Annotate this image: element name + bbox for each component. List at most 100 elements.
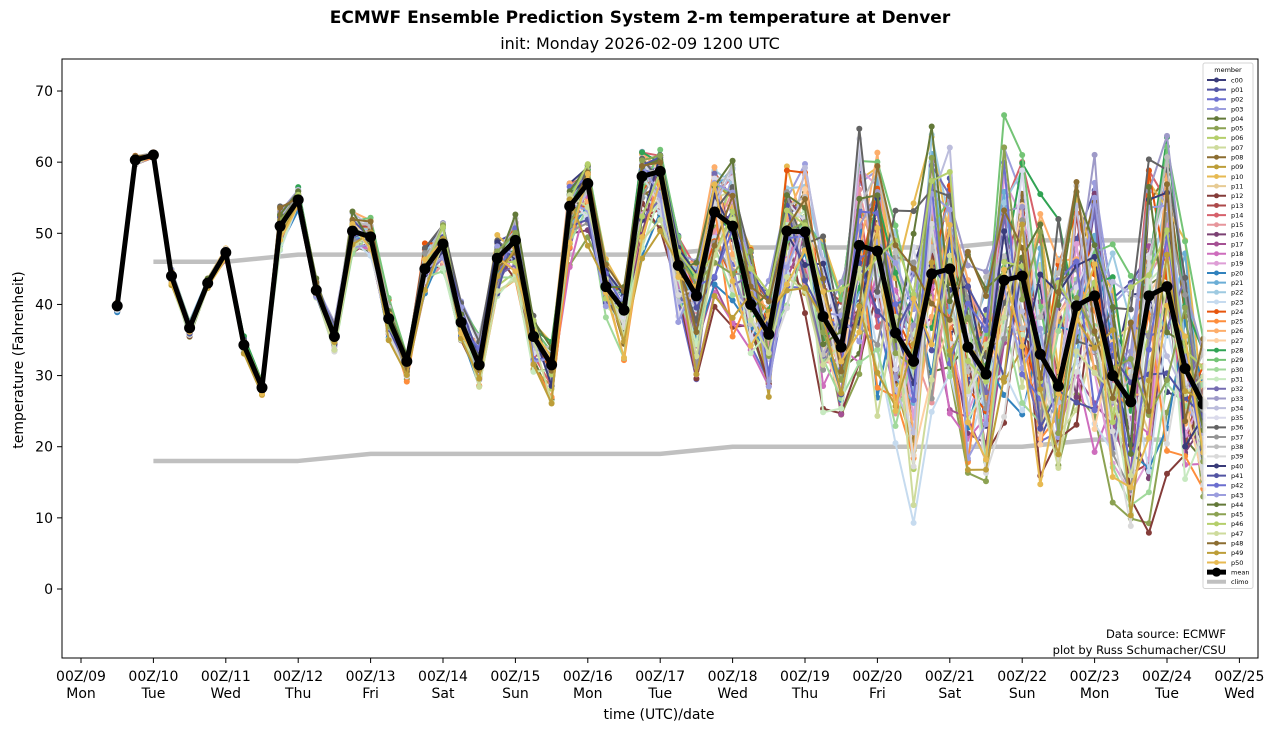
member-point [1055, 216, 1062, 223]
member-point [1073, 369, 1080, 376]
member-point [892, 422, 899, 429]
legend-label: p49 [1231, 549, 1243, 557]
legend-marker [1214, 202, 1219, 208]
member-point [946, 206, 953, 213]
legend-label: p30 [1231, 366, 1243, 374]
legend-label: p42 [1231, 482, 1243, 490]
member-point [910, 519, 917, 526]
legend-marker [1214, 183, 1219, 189]
mean-point [998, 274, 1010, 286]
y-tick-label: 70 [35, 84, 53, 100]
member-point [1145, 272, 1152, 279]
member-point [711, 181, 718, 188]
member-point [892, 207, 899, 214]
member-point [1109, 250, 1116, 257]
chart-title: ECMWF Ensemble Prediction System 2-m tem… [329, 8, 951, 28]
legend-entry-p11: p11 [1207, 182, 1243, 190]
legend-label: p12 [1231, 192, 1243, 200]
legend-label: p27 [1231, 337, 1243, 345]
member-point [928, 300, 935, 307]
legend-marker [1214, 482, 1219, 488]
legend-marker [1214, 540, 1219, 546]
legend: memberc00p01p02p03p04p05p06p07p08p09p10p… [1202, 62, 1254, 589]
legend-entry-p26: p26 [1207, 327, 1243, 335]
member-point [765, 298, 772, 305]
member-point [783, 167, 790, 174]
member-point [1055, 465, 1062, 472]
member-point [711, 281, 718, 288]
member-point [964, 388, 971, 395]
legend-entry-p01: p01 [1207, 86, 1243, 94]
member-point [820, 275, 827, 282]
member-point [964, 357, 971, 364]
member-point [639, 149, 646, 156]
member-point [1145, 408, 1152, 415]
member-point [783, 163, 790, 170]
member-point [349, 221, 356, 228]
member-point [1001, 314, 1008, 321]
member-point [856, 125, 863, 132]
member-point [874, 412, 881, 419]
member-point [1164, 181, 1170, 188]
mean-point [600, 281, 612, 293]
member-point [1019, 400, 1026, 407]
legend-label: p19 [1231, 260, 1243, 268]
member-point [349, 216, 356, 223]
legend-label: p35 [1231, 414, 1243, 422]
member-point [783, 287, 790, 294]
member-point [1109, 419, 1116, 426]
member-point [1001, 228, 1008, 235]
mean-point [1125, 396, 1137, 408]
mean-point [636, 170, 648, 182]
member-point [820, 260, 827, 267]
legend-marker [1214, 357, 1219, 363]
legend-entry-p48: p48 [1207, 540, 1243, 548]
member-point [1055, 390, 1062, 397]
member-point [1055, 328, 1062, 335]
y-tick-label: 10 [35, 511, 53, 527]
member-point [892, 408, 899, 415]
x-tick-label-time: 00Z/19 [780, 669, 830, 685]
mean-point [310, 284, 322, 296]
member-point [892, 440, 899, 447]
member-point [530, 361, 537, 368]
mean-point [1161, 281, 1173, 293]
x-tick-label-day: Thu [284, 686, 311, 702]
member-point [910, 502, 917, 509]
member-point [675, 291, 682, 298]
member-point [1037, 481, 1044, 488]
x-tick-label-time: 00Z/17 [635, 669, 685, 685]
member-point [1109, 395, 1116, 402]
member-point [892, 242, 899, 249]
x-tick-label-time: 00Z/23 [1070, 669, 1120, 685]
mean-point [365, 231, 377, 243]
legend-label: c00 [1231, 76, 1243, 84]
legend-entry-p32: p32 [1207, 385, 1243, 393]
member-point [1001, 413, 1008, 420]
member-point [476, 375, 483, 382]
member-point [1145, 156, 1152, 163]
member-point [1019, 343, 1026, 350]
member-point [928, 123, 935, 130]
member-point [639, 162, 646, 169]
legend-label: p43 [1231, 491, 1243, 499]
legend-label: p34 [1231, 404, 1243, 412]
member-point [1073, 178, 1080, 185]
member-point [1127, 319, 1134, 326]
mean-point [709, 206, 720, 218]
legend-label: p20 [1231, 269, 1243, 277]
member-point [1073, 241, 1080, 248]
y-tick-label: 20 [35, 440, 53, 456]
member-point [1019, 221, 1026, 228]
legend-marker [1214, 511, 1219, 517]
member-point [729, 333, 736, 340]
member-point [1019, 296, 1026, 303]
legend-entry-p46: p46 [1207, 520, 1243, 528]
member-point [693, 353, 700, 360]
member-point [1001, 112, 1008, 119]
member-point [928, 313, 935, 320]
member-point [1145, 489, 1152, 496]
member-point [1091, 151, 1098, 158]
member-point [1037, 211, 1044, 218]
member-point [838, 390, 845, 397]
